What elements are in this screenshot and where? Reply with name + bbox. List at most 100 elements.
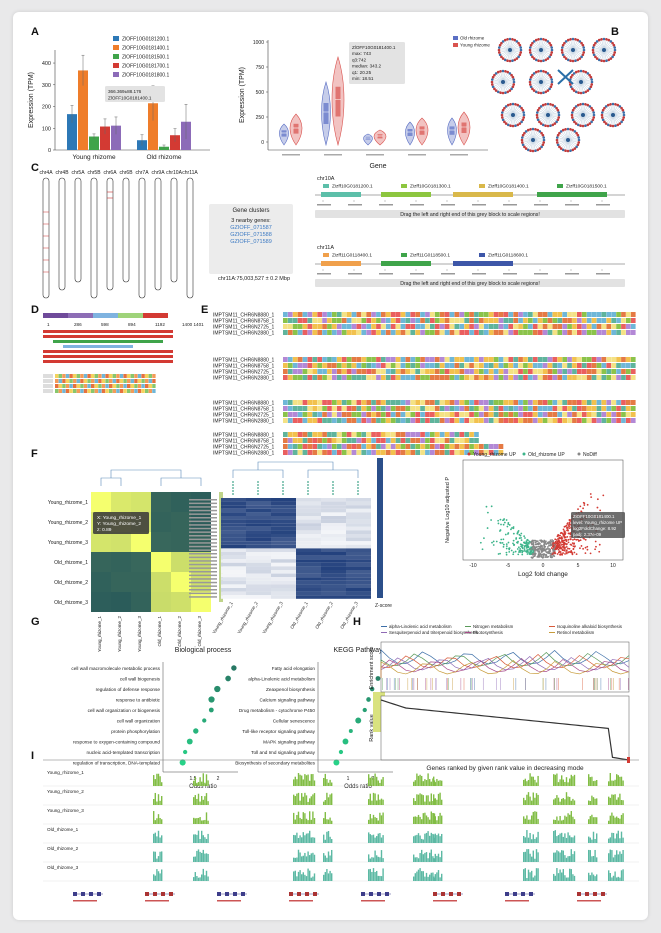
msa-cell — [454, 318, 460, 323]
msa-cell — [616, 330, 621, 335]
network-node — [564, 127, 567, 131]
coverage-bar — [380, 798, 383, 805]
coverage-bar — [374, 773, 376, 786]
msa-cell — [366, 400, 371, 405]
msa-cell — [420, 400, 425, 405]
msa-cell — [518, 375, 523, 380]
track-gene-block — [453, 261, 513, 266]
network-node — [590, 80, 594, 84]
msa-cell — [287, 375, 293, 380]
coverage-bar — [622, 800, 624, 805]
msa-cell — [356, 400, 362, 405]
coverage-bar — [296, 793, 298, 805]
coverage-bar — [307, 774, 309, 786]
network-node — [604, 105, 608, 108]
violin-y-axis-label: Expression (TPM) — [239, 67, 246, 123]
msa-cell — [503, 324, 509, 329]
volcano-point — [524, 537, 526, 539]
coverage-bar — [157, 871, 160, 881]
network-node — [574, 122, 578, 125]
coverage-bar — [432, 872, 434, 881]
msa-cell — [434, 406, 440, 411]
coverage-bar — [573, 800, 576, 805]
zscore-annotation-dot — [357, 484, 359, 486]
network-node — [539, 122, 543, 125]
drag-block — [315, 279, 625, 287]
volcano-point — [540, 541, 543, 543]
figure-card: 0 100 200 300 400 Expression (TPM) Young rhizo… — [13, 12, 648, 920]
volcano-point — [576, 538, 579, 541]
coverage-bar — [327, 873, 330, 881]
coverage-bar — [416, 773, 418, 786]
network-node — [500, 113, 504, 117]
msa-sequence-name: IMPTSM11_CHR6N8758_1 — [213, 319, 275, 325]
coverage-bar — [201, 781, 203, 786]
msa-cell — [327, 418, 332, 423]
msa-cell — [430, 444, 435, 449]
coverage-bar — [293, 871, 295, 881]
coverage-bar — [299, 817, 301, 824]
network-node — [522, 111, 526, 114]
msa-cell — [586, 412, 592, 417]
seq-cell — [73, 389, 77, 393]
msa-cell — [567, 412, 572, 417]
coverage-bar — [201, 820, 203, 824]
msa-cell — [562, 318, 567, 323]
msa-cell — [356, 450, 362, 455]
volcano-point — [536, 548, 539, 551]
volcano-point — [577, 540, 580, 542]
coverage-bar — [434, 874, 436, 881]
coverage-bar — [527, 869, 530, 881]
network-node — [522, 113, 526, 117]
seq-cell — [105, 379, 109, 383]
seq-cell — [109, 379, 113, 383]
msa-cell — [586, 318, 592, 323]
zscore-legend-label: Z-score — [375, 603, 392, 609]
msa-cell — [415, 406, 420, 411]
network-node — [506, 59, 509, 63]
coverage-bar — [416, 816, 418, 824]
seq-cell — [141, 389, 145, 393]
coverage-bar — [524, 837, 526, 843]
volcano-point — [502, 523, 505, 526]
seq-cell — [69, 374, 73, 378]
coverage-bar — [193, 817, 195, 824]
coverage-bar — [157, 794, 160, 805]
msa-cell — [621, 406, 626, 411]
coverage-bar — [429, 835, 431, 843]
gene-cluster-link[interactable]: GZIOFF_071589 — [230, 239, 272, 245]
volcano-point — [569, 543, 572, 546]
coverage-bar — [612, 832, 615, 843]
corr-cell — [191, 592, 211, 612]
seq-cell — [116, 374, 120, 378]
volcano-point — [559, 542, 562, 544]
network-node — [609, 102, 612, 106]
gene-model-label — [577, 900, 601, 902]
gene-cluster-link[interactable]: GZIOFF_071588 — [230, 232, 272, 238]
coverage-bar — [611, 850, 613, 862]
msa-cell — [488, 369, 494, 374]
msa-cell — [385, 418, 391, 423]
network-node — [490, 83, 494, 86]
zscore-cell — [246, 580, 271, 585]
msa-cell — [552, 400, 558, 405]
kegg-dot — [348, 728, 353, 734]
coverage-bar — [376, 776, 378, 786]
msa-cell — [572, 418, 577, 423]
gene-cluster-link[interactable]: GZIOFF_071587 — [230, 225, 272, 231]
volcano-point — [520, 532, 523, 535]
msa-cell — [283, 375, 288, 380]
msa-cell — [307, 412, 313, 417]
gene-model-exon — [441, 892, 445, 896]
violin-box — [281, 130, 287, 137]
volcano-point — [580, 545, 583, 547]
volcano-point — [532, 551, 534, 554]
msa-cell — [356, 406, 362, 411]
zscore-cell — [296, 562, 321, 567]
coverage-bar — [619, 818, 621, 824]
violin-y-tick-label: 750 — [256, 65, 265, 71]
volcano-point — [538, 547, 541, 550]
msa-cell — [395, 406, 401, 411]
volcano-point — [566, 528, 569, 530]
zscore-cell — [221, 519, 246, 524]
